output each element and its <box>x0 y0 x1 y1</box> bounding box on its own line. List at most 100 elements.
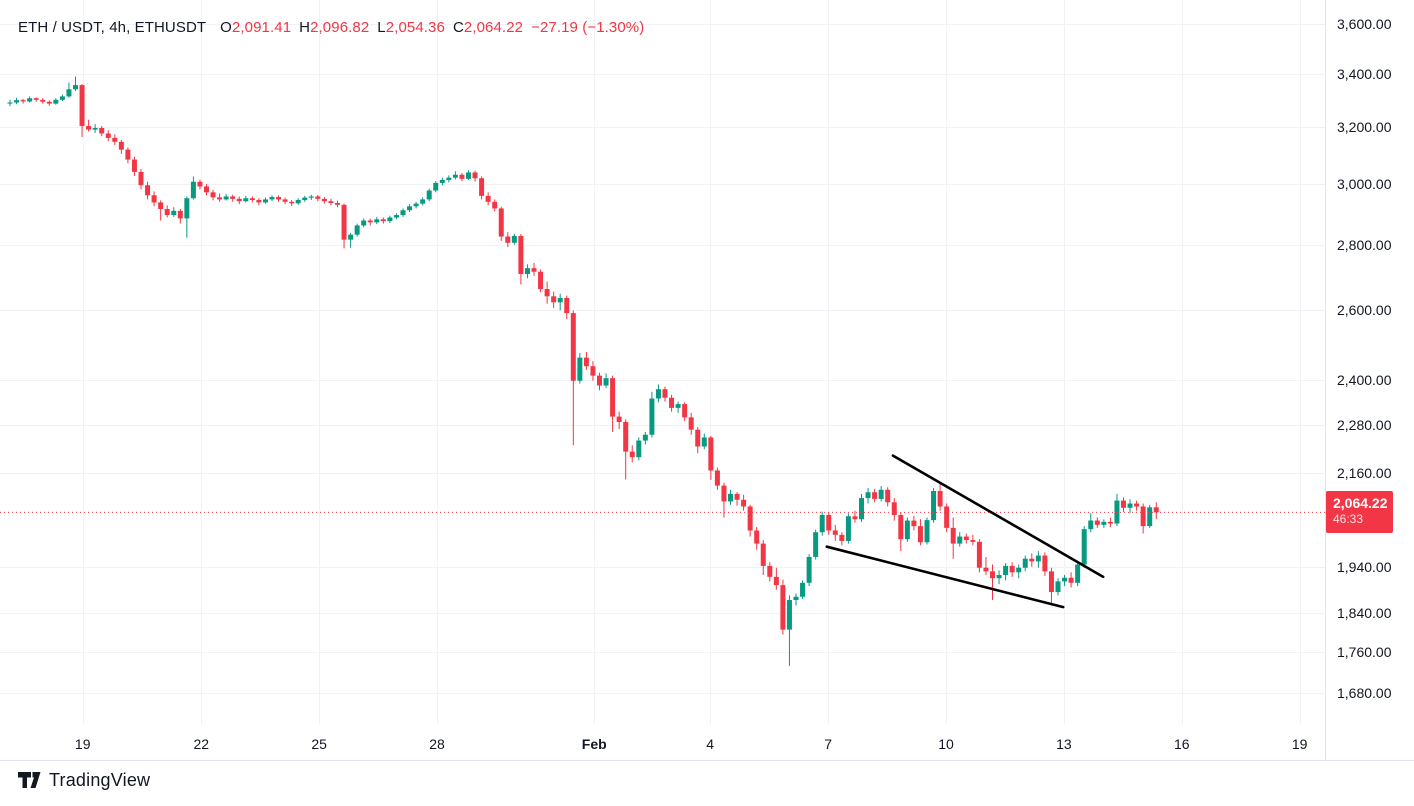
candle-down <box>970 540 976 542</box>
candle-down <box>917 526 923 543</box>
candle-down <box>1094 520 1100 525</box>
candle-up <box>996 575 1002 579</box>
candle-down <box>1107 521 1113 524</box>
time-axis[interactable]: 19 22 25 28 Feb 4 7 10 13 16 19 <box>0 726 1414 761</box>
candle-down <box>105 133 111 138</box>
candle-up <box>603 378 609 386</box>
candle-down <box>492 201 498 209</box>
current-price-badge: 2,064.22 46:33 <box>1326 491 1393 534</box>
candle-down <box>131 159 137 172</box>
time-axis-label: 22 <box>193 736 210 752</box>
candle-up <box>1147 507 1153 527</box>
lower-trendline[interactable] <box>825 545 1065 609</box>
candle-up <box>308 196 314 198</box>
candle-up <box>655 389 661 399</box>
candle-down <box>721 485 727 502</box>
candle-down <box>485 195 491 202</box>
candle-up <box>433 182 439 191</box>
candle-down <box>276 197 282 200</box>
candle-down <box>46 101 52 104</box>
candle-down <box>217 197 223 200</box>
candle-up <box>806 556 812 583</box>
candle-up <box>557 297 563 303</box>
candle-up <box>957 536 963 544</box>
time-axis-label: 19 <box>1291 736 1308 752</box>
candle-down <box>688 417 694 430</box>
candle-down <box>249 198 255 201</box>
candle-up <box>878 489 884 499</box>
upper-trendline[interactable] <box>891 454 1105 579</box>
candle-down <box>1068 577 1074 583</box>
candle-up <box>577 357 583 381</box>
candle-up <box>190 181 196 199</box>
time-axis-label: 4 <box>706 736 715 752</box>
candle-down <box>564 297 570 314</box>
candle-up <box>865 492 871 499</box>
candle-down <box>780 585 786 630</box>
price-axis-label: 2,160.00 <box>1337 464 1392 481</box>
price-axis-label: 3,200.00 <box>1337 119 1392 136</box>
candle-down <box>230 196 236 199</box>
candle-up <box>793 596 799 601</box>
candle-down <box>518 235 524 274</box>
candle-down <box>551 296 557 303</box>
candle-down <box>1121 500 1126 508</box>
candle-down <box>40 99 46 102</box>
symbol-legend[interactable]: ETH / USDT, 4h, ETHUSDT O2,091.41 H2,096.8… <box>18 19 644 36</box>
candle-down <box>112 137 118 142</box>
candle-up <box>439 179 445 183</box>
candle-down <box>937 490 943 507</box>
candle-down <box>210 192 216 198</box>
candle-down <box>145 185 151 196</box>
candle-down <box>963 536 969 541</box>
candle-down <box>328 201 334 204</box>
candle-down <box>872 492 878 499</box>
price-axis-label: 2,600.00 <box>1337 301 1392 318</box>
candle-down <box>623 421 629 452</box>
candle-down <box>570 313 576 381</box>
candle-down <box>315 196 321 199</box>
time-axis-label: 7 <box>824 736 832 752</box>
candle-down <box>898 514 904 540</box>
candle-down <box>151 195 157 203</box>
candle-down <box>20 100 26 102</box>
current-price-value: 2,064.22 <box>1333 495 1388 512</box>
candle-up <box>348 234 354 240</box>
price-axis[interactable]: 3,600.00 3,400.00 3,200.00 3,000.00 2,800.00… <box>1325 0 1414 760</box>
candle-up <box>354 225 360 235</box>
time-axis-label: 13 <box>1056 736 1072 752</box>
candle-up <box>675 404 681 408</box>
close-label: C <box>452 19 464 36</box>
candle-down <box>911 520 917 527</box>
candle-down <box>79 85 85 127</box>
candle-down <box>505 236 511 243</box>
time-axis-label: 10 <box>938 736 954 752</box>
candle-up <box>14 100 20 103</box>
candle-down <box>256 200 262 203</box>
candle-down <box>341 204 347 240</box>
close-value: 2,064.22 <box>463 19 524 36</box>
tradingview-attribution[interactable]: TradingView <box>18 770 150 791</box>
time-axis-label: 16 <box>1173 736 1190 752</box>
price-axis-label: 1,760.00 <box>1337 644 1392 661</box>
candle-up <box>171 210 177 216</box>
candle-down <box>852 516 858 520</box>
candle-up <box>73 85 78 90</box>
candle-down <box>197 181 203 187</box>
candle-down <box>367 220 373 223</box>
candle-up <box>800 582 806 597</box>
candle-up <box>511 235 517 243</box>
candle-up <box>452 174 458 178</box>
tradingview-logo-icon <box>18 772 41 788</box>
candle-up <box>262 199 268 203</box>
candle-up <box>1075 564 1081 583</box>
candle-down <box>236 198 242 202</box>
candle-down <box>321 198 327 202</box>
low-label: L <box>377 19 386 36</box>
candle-down <box>118 141 124 150</box>
candle-down <box>158 202 164 210</box>
low-value: 2,054.36 <box>385 19 445 36</box>
candle-up <box>269 197 275 200</box>
